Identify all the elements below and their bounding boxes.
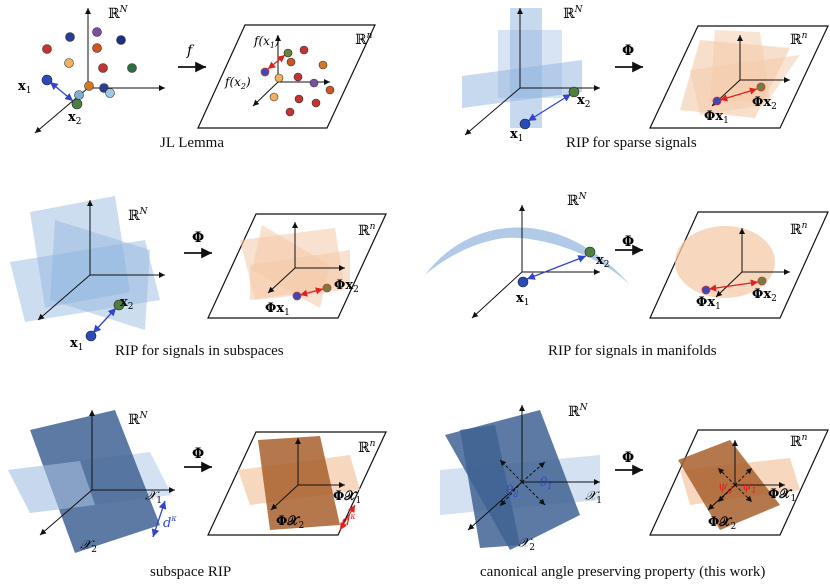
subspace-rip-map-label: Φ [192,446,204,462]
canonical-theta-d-label: θd [506,483,518,499]
sparse-space-low-label: ℝn [790,31,808,48]
sparse-x2-label: x2 [577,93,591,110]
panel-canonical-high [440,405,600,550]
jl-fx2-label: f(x2) [224,75,251,91]
jl-x2-label: x2 [68,110,82,127]
subspaces-x1-label: x1 [70,336,84,353]
canonical-psi-d-label: ψd [718,479,733,495]
jl-space-low-label: ℝn [355,31,373,48]
canonical-map-label: Φ [622,450,634,466]
subspaces-space-high-label: ℝN [128,207,149,224]
canonical-theta-1-label: θ1 [540,475,552,491]
manifolds-x1-label: x1 [516,291,530,308]
sparse-x1-label: x1 [510,127,524,144]
canonical-phiX1-label: Φ𝒳1 [768,487,796,504]
subspace-rip-phiX1-label: Φ𝒳1 [333,489,361,506]
sparse-map-label: Φ [622,43,634,59]
panel-manifolds-low [649,211,829,319]
subspace-rip-dist-low-label: dκ [342,512,356,529]
manifolds-x2-label: x2 [596,253,610,270]
data-points [42,27,137,100]
subspace-rip-dist-label: dκ [163,514,177,531]
manifolds-space-high-label: ℝN [567,192,588,209]
subspaces-phix2-label: Φx2 [334,278,359,295]
caption-subspaces: RIP for signals in subspaces [115,343,284,359]
sparse-phix1-label: Φx1 [704,109,729,126]
jl-x1-label: x1 [18,79,32,96]
canonical-phiX2-label: Φ𝒳2 [708,515,736,532]
caption-manifolds: RIP for signals in manifolds [548,343,717,359]
caption-sparse: RIP for sparse signals [566,135,697,151]
panel-manifolds-high [425,205,630,319]
jl-space-high-label: ℝN [108,5,129,22]
sparse-phix2-label: Φx2 [752,95,777,112]
panel-sparse-low [649,25,829,129]
jl-fx1-label: f(x1) [253,34,280,50]
subspaces-space-low-label: ℝn [358,222,376,239]
subspaces-map-label: Φ [192,230,204,246]
manifolds-phix2-label: Φx2 [752,287,777,304]
panel-subspaces-high [10,196,165,342]
panel-jl-low [197,24,376,129]
caption-canonical: canonical angle preserving property (thi… [480,564,766,580]
sparse-space-high-label: ℝN [563,5,584,22]
canonical-space-low-label: ℝn [790,433,808,450]
subspace-rip-space-low-label: ℝn [358,439,376,456]
panel-canonical-low [649,429,829,536]
panel-subspace-rip-high [8,410,175,553]
panel-subspaces-low [207,213,387,319]
subspace-rip-space-high-label: ℝN [128,411,149,428]
panel-subspace-rip-low [207,431,387,536]
panel-jl-high [34,8,165,134]
manifolds-space-low-label: ℝn [790,221,808,238]
caption-jl: JL Lemma [160,135,225,151]
canonical-space-high-label: ℝN [568,403,589,420]
subspaces-x2-label: x2 [120,295,134,312]
manifolds-map-label: Φ [622,234,634,250]
subspace-rip-phiX2-label: Φ𝒳2 [276,514,304,531]
jl-map-label: f [186,43,195,59]
subspaces-phix1-label: Φx1 [265,301,290,318]
manifolds-phix1-label: Φx1 [696,295,721,312]
caption-subspace-rip: subspace RIP [150,564,232,580]
canonical-psi-1-label: ψ1 [742,479,757,495]
panel-sparse-high [462,8,600,136]
